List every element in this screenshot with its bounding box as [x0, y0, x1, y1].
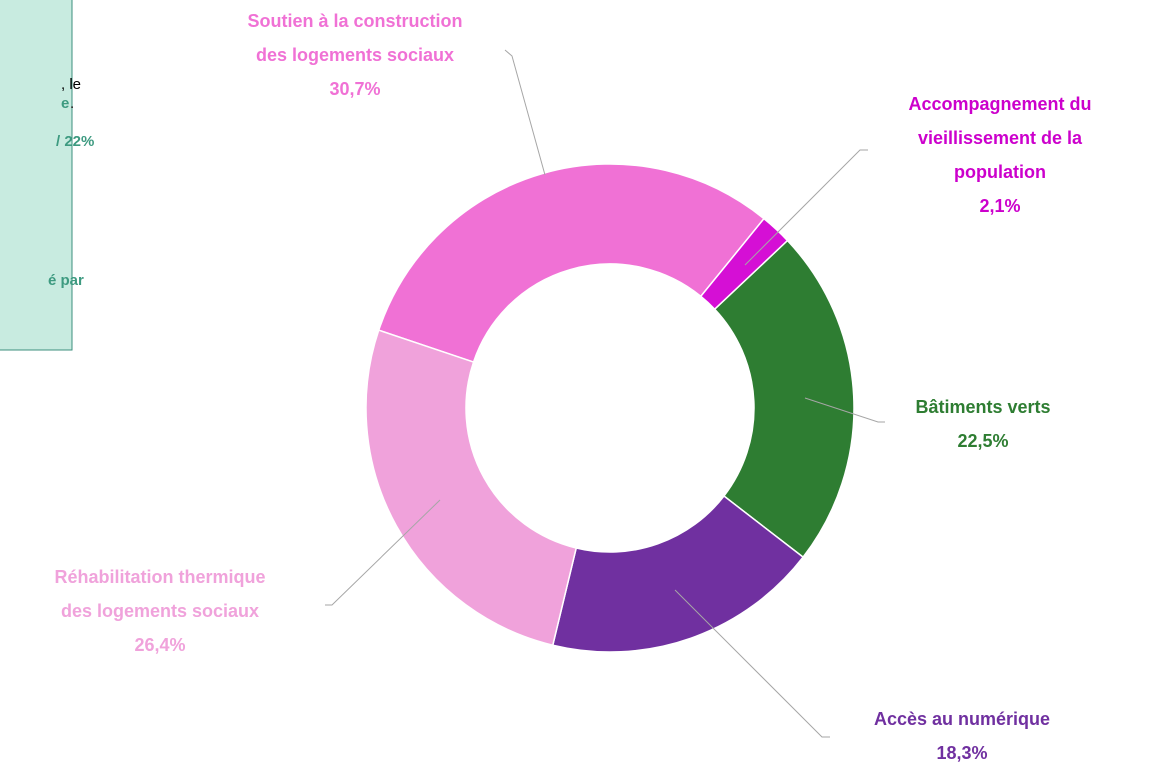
slice-label: Bâtiments verts [915, 397, 1050, 417]
donut-slice [377, 163, 766, 364]
side-note-text: e [61, 95, 69, 112]
donut-slice [551, 494, 805, 653]
slice-label: Accompagnement du [908, 94, 1091, 114]
side-note-text: , le [61, 76, 81, 93]
slice-label: des logements sociaux [61, 601, 259, 621]
leader-line [504, 49, 546, 176]
leader-line [744, 149, 868, 266]
slice-label: Accès au numérique [874, 709, 1050, 729]
donut-slice [713, 239, 855, 559]
side-note-text: . [70, 95, 74, 112]
value-label: 18,3% [936, 743, 987, 763]
slice-label: population [954, 162, 1046, 182]
value-label: 22,5% [957, 431, 1008, 451]
value-label: 2,1% [979, 196, 1020, 216]
value-label: 30,7% [329, 79, 380, 99]
side-note-box [0, 0, 73, 351]
donut-slice [365, 329, 578, 647]
leader-line [804, 397, 885, 423]
slice-label: Soutien à la construction [247, 11, 462, 31]
slice-label: des logements sociaux [256, 45, 454, 65]
slice-label: Réhabilitation thermique [54, 567, 265, 587]
slice-label: vieillissement de la [918, 128, 1083, 148]
leader-line [325, 499, 441, 606]
side-note-text: é par [48, 272, 84, 289]
value-label: 26,4% [134, 635, 185, 655]
side-note-text: / 22% [56, 133, 94, 150]
leader-line [674, 589, 830, 738]
